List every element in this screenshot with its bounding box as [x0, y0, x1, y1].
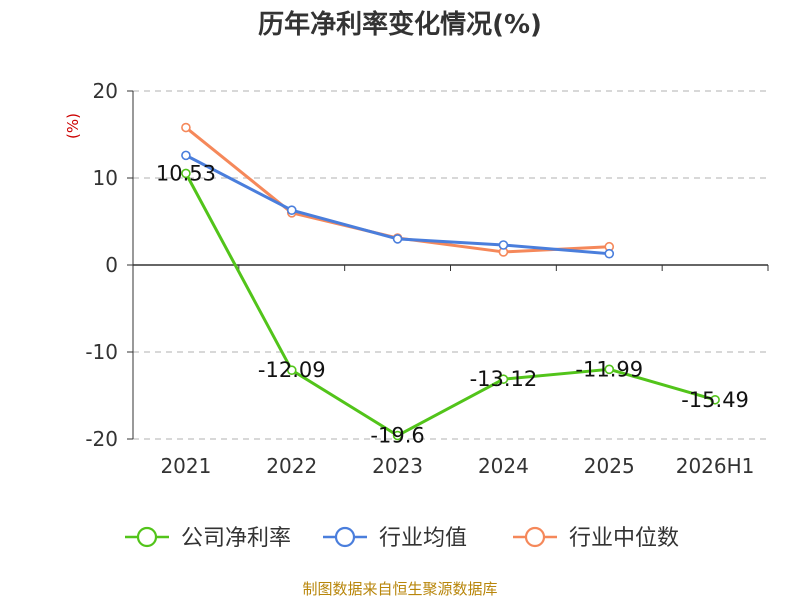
y-tick-label: -10 — [85, 340, 118, 364]
data-point — [181, 168, 191, 179]
data-point — [181, 150, 191, 161]
data-point — [181, 122, 191, 133]
source-footer: 制图数据来自恒生聚源数据库 — [302, 580, 498, 598]
data-point — [498, 240, 509, 250]
data-label: -11.99 — [575, 357, 643, 381]
legend-marker — [334, 526, 356, 548]
data-point — [286, 205, 297, 215]
data-label: -12.09 — [258, 358, 326, 382]
data-label-layer: 10.53 -12.09 -19.6 -13.12 -11.99 -15.49 — [156, 161, 749, 447]
data-point — [392, 234, 403, 244]
data-label: 10.53 — [156, 161, 216, 185]
legend-marker — [136, 526, 158, 548]
x-tick-label: 2021 — [160, 454, 211, 478]
legend-label: 行业中位数 — [569, 526, 679, 551]
x-tick-label: 2023 — [372, 454, 423, 478]
data-label: -13.12 — [470, 367, 538, 391]
legend: 公司净利率 行业均值 行业中位数 — [125, 526, 679, 551]
data-label: -15.49 — [681, 388, 749, 412]
x-tick-label: 2022 — [266, 454, 317, 478]
y-axis-unit-label: (%) — [64, 113, 82, 139]
series-line — [184, 172, 716, 438]
x-tick-label: 2024 — [478, 454, 529, 478]
series-layer — [181, 122, 720, 441]
y-tick-label: 20 — [93, 79, 118, 103]
legend-label: 行业均值 — [379, 526, 467, 551]
axis-layer: 20 10 0 -10 -20 (%) 2021 2022 2023 2024 2025 2026H1 — [64, 79, 769, 478]
y-tick-label: 10 — [93, 166, 118, 190]
data-point — [392, 430, 403, 441]
data-point — [604, 364, 615, 375]
y-tick-label: -20 — [85, 427, 118, 451]
y-tick-label: 0 — [105, 253, 118, 277]
legend-marker — [524, 526, 546, 548]
legend-label: 公司净利率 — [181, 526, 291, 551]
data-point — [604, 248, 615, 259]
data-point — [498, 374, 509, 384]
data-point — [710, 394, 720, 405]
grid-layer — [133, 90, 768, 440]
x-tick-label: 2026H1 — [676, 454, 755, 478]
x-tick-label: 2025 — [584, 454, 635, 478]
data-label: -19.6 — [370, 424, 424, 448]
data-point — [286, 365, 297, 375]
chart-title: 历年净利率变化情况(%) — [258, 10, 542, 40]
